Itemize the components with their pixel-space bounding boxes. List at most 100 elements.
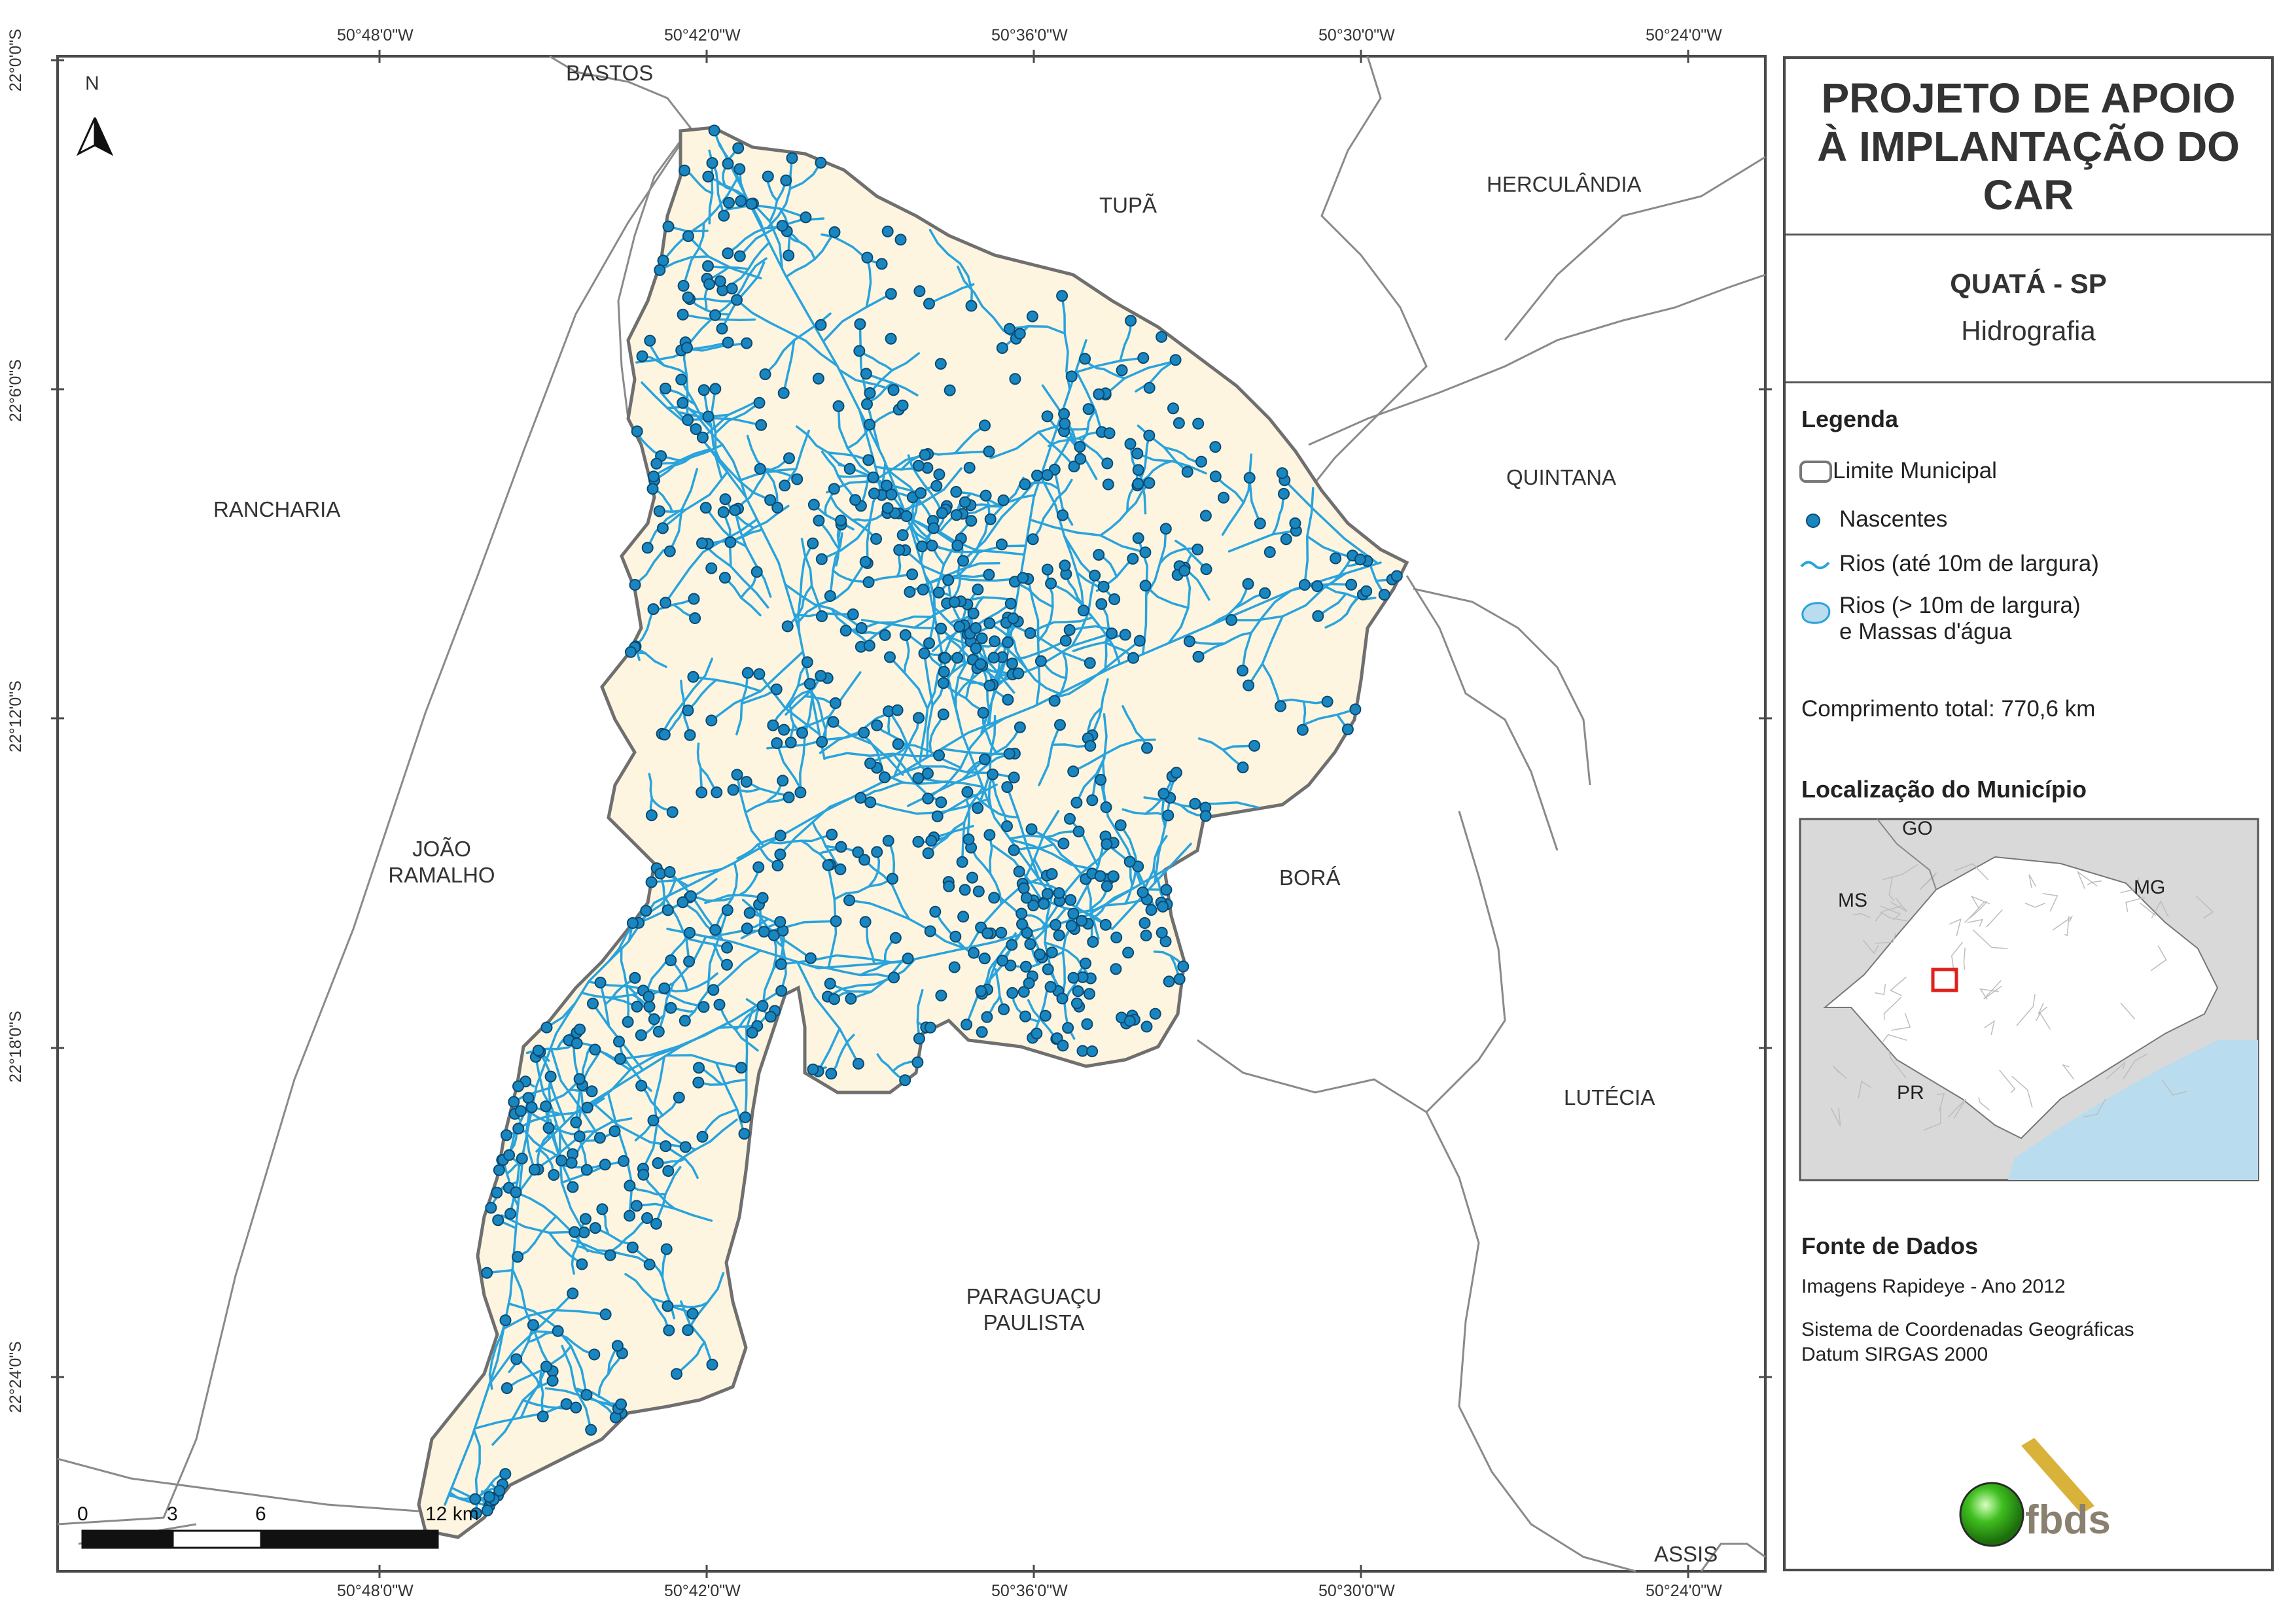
spring-point: [1094, 870, 1106, 882]
river-segment: [548, 1231, 584, 1266]
spring-point: [1008, 771, 1020, 784]
spring-point: [1034, 655, 1047, 667]
spring-point: [611, 1340, 624, 1352]
river-segment: [665, 406, 710, 418]
spring-point: [889, 932, 902, 944]
river-segment: [1141, 835, 1168, 894]
spring-point: [1200, 563, 1212, 576]
river-segment: [796, 561, 867, 625]
spring-point: [663, 545, 676, 557]
spring-point: [884, 651, 896, 663]
river-segment: [904, 549, 1022, 582]
spring-point: [735, 1062, 747, 1074]
spring-point: [861, 398, 873, 410]
spring-point: [843, 894, 855, 907]
spring-point: [662, 1165, 675, 1177]
spring-point: [646, 483, 659, 495]
river-segment: [677, 411, 762, 427]
spring-point: [755, 419, 768, 431]
spring-point: [852, 846, 864, 858]
river-segment: [823, 752, 940, 759]
spring-point: [904, 585, 916, 598]
river-segment: [714, 257, 768, 317]
river-segment: [1330, 554, 1354, 585]
spring-point: [514, 1105, 527, 1117]
spring-point: [1139, 917, 1151, 929]
river-segment: [560, 1160, 625, 1184]
spring-point: [1341, 724, 1354, 735]
spring-point: [660, 382, 671, 394]
spring-point: [481, 1505, 493, 1516]
location-inset-map[interactable]: [1799, 818, 2259, 1181]
spring-point: [771, 737, 783, 749]
spring-point: [1139, 580, 1152, 592]
spring-point: [835, 514, 847, 527]
spring-point: [1019, 478, 1031, 491]
place-assis: ASSIS: [1654, 1542, 1718, 1566]
spring-point: [887, 384, 900, 396]
spring-point: [825, 1068, 838, 1080]
municipality-name: QUATÁ - SP: [1950, 268, 2107, 299]
spring-point: [1378, 589, 1390, 601]
river-segment: [685, 937, 728, 949]
spring-point: [1041, 888, 1053, 900]
spring-point: [703, 278, 715, 290]
spring-point: [682, 414, 694, 426]
spring-point: [552, 1325, 564, 1337]
spring-point: [998, 1003, 1010, 1015]
spring-point: [922, 847, 934, 860]
river-segment: [1012, 843, 1055, 852]
river-segment: [858, 349, 894, 372]
sao-paulo-state: [1823, 856, 2219, 1140]
spring-point: [721, 958, 733, 971]
spring-point: [1163, 975, 1175, 988]
river-segment: [1135, 358, 1177, 393]
spring-point: [1024, 627, 1036, 639]
river-segment: [680, 1300, 714, 1366]
spring-point: [492, 1214, 504, 1227]
spring-point: [859, 555, 872, 568]
spring-point: [469, 1493, 482, 1505]
spring-point: [1263, 546, 1276, 558]
spring-point: [658, 728, 671, 741]
river-segment: [872, 453, 927, 483]
spring-point: [864, 387, 876, 399]
spring-point: [989, 635, 1001, 648]
spring-point: [1019, 960, 1032, 973]
spring-point: [1058, 408, 1070, 420]
spring-point: [1110, 963, 1122, 975]
lat-label: 22°0'0"S: [7, 29, 25, 92]
lat-label: 22°6'0"S: [7, 359, 25, 422]
spring-point: [675, 374, 688, 386]
lon-label-bottom: 50°48'0"W: [337, 1582, 414, 1600]
spring-point: [666, 806, 679, 818]
spring-point: [1023, 977, 1035, 989]
spring-point: [949, 930, 962, 943]
spring-point: [1062, 1022, 1074, 1034]
lon-label-bottom: 50°30'0"W: [1318, 1582, 1395, 1600]
river-segment: [610, 1217, 648, 1253]
spring-point: [753, 668, 766, 680]
spring-point: [1082, 403, 1095, 415]
spring-point: [1031, 469, 1043, 481]
river-segment: [1044, 941, 1092, 980]
quata-municipality-polygon[interactable]: [417, 126, 1409, 1539]
spring-point: [1024, 938, 1036, 951]
spring-point: [1259, 587, 1271, 599]
spring-point: [786, 152, 798, 164]
spring-point: [938, 666, 950, 678]
spring-point: [1159, 523, 1172, 535]
river-segment: [1119, 319, 1132, 362]
spring-point: [804, 678, 816, 690]
spring-point: [470, 1507, 482, 1520]
spring-point: [741, 922, 753, 935]
spring-point: [778, 724, 790, 736]
municipal-boundary-swatch: [1799, 461, 1832, 483]
river-segment: [690, 341, 748, 352]
spring-point: [858, 726, 870, 739]
spring-point: [923, 298, 935, 310]
spring-point: [794, 786, 807, 799]
spring-point: [879, 771, 891, 784]
spring-point: [1095, 598, 1108, 610]
